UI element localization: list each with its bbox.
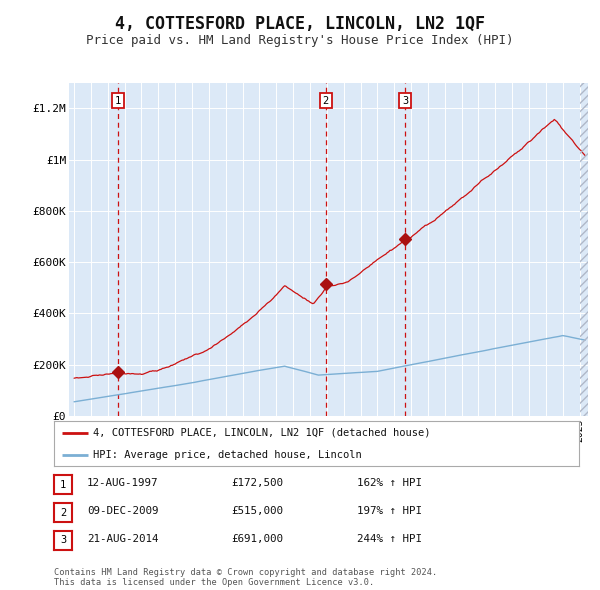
Text: 2: 2 <box>60 507 66 517</box>
Text: HPI: Average price, detached house, Lincoln: HPI: Average price, detached house, Linc… <box>94 450 362 460</box>
Text: 21-AUG-2014: 21-AUG-2014 <box>87 534 158 543</box>
Text: £172,500: £172,500 <box>231 478 283 488</box>
Text: 4, COTTESFORD PLACE, LINCOLN, LN2 1QF: 4, COTTESFORD PLACE, LINCOLN, LN2 1QF <box>115 15 485 33</box>
Text: 12-AUG-1997: 12-AUG-1997 <box>87 478 158 488</box>
Text: 4, COTTESFORD PLACE, LINCOLN, LN2 1QF (detached house): 4, COTTESFORD PLACE, LINCOLN, LN2 1QF (d… <box>94 428 431 438</box>
Text: £515,000: £515,000 <box>231 506 283 516</box>
Text: Price paid vs. HM Land Registry's House Price Index (HPI): Price paid vs. HM Land Registry's House … <box>86 34 514 47</box>
Text: 3: 3 <box>402 96 408 106</box>
Text: £691,000: £691,000 <box>231 534 283 543</box>
Text: 2: 2 <box>323 96 329 106</box>
Text: 197% ↑ HPI: 197% ↑ HPI <box>357 506 422 516</box>
Text: 1: 1 <box>115 96 121 106</box>
Text: 3: 3 <box>60 535 66 545</box>
Text: 09-DEC-2009: 09-DEC-2009 <box>87 506 158 516</box>
Text: Contains HM Land Registry data © Crown copyright and database right 2024.
This d: Contains HM Land Registry data © Crown c… <box>54 568 437 587</box>
Text: 162% ↑ HPI: 162% ↑ HPI <box>357 478 422 488</box>
Text: 1: 1 <box>60 480 66 490</box>
Text: 244% ↑ HPI: 244% ↑ HPI <box>357 534 422 543</box>
